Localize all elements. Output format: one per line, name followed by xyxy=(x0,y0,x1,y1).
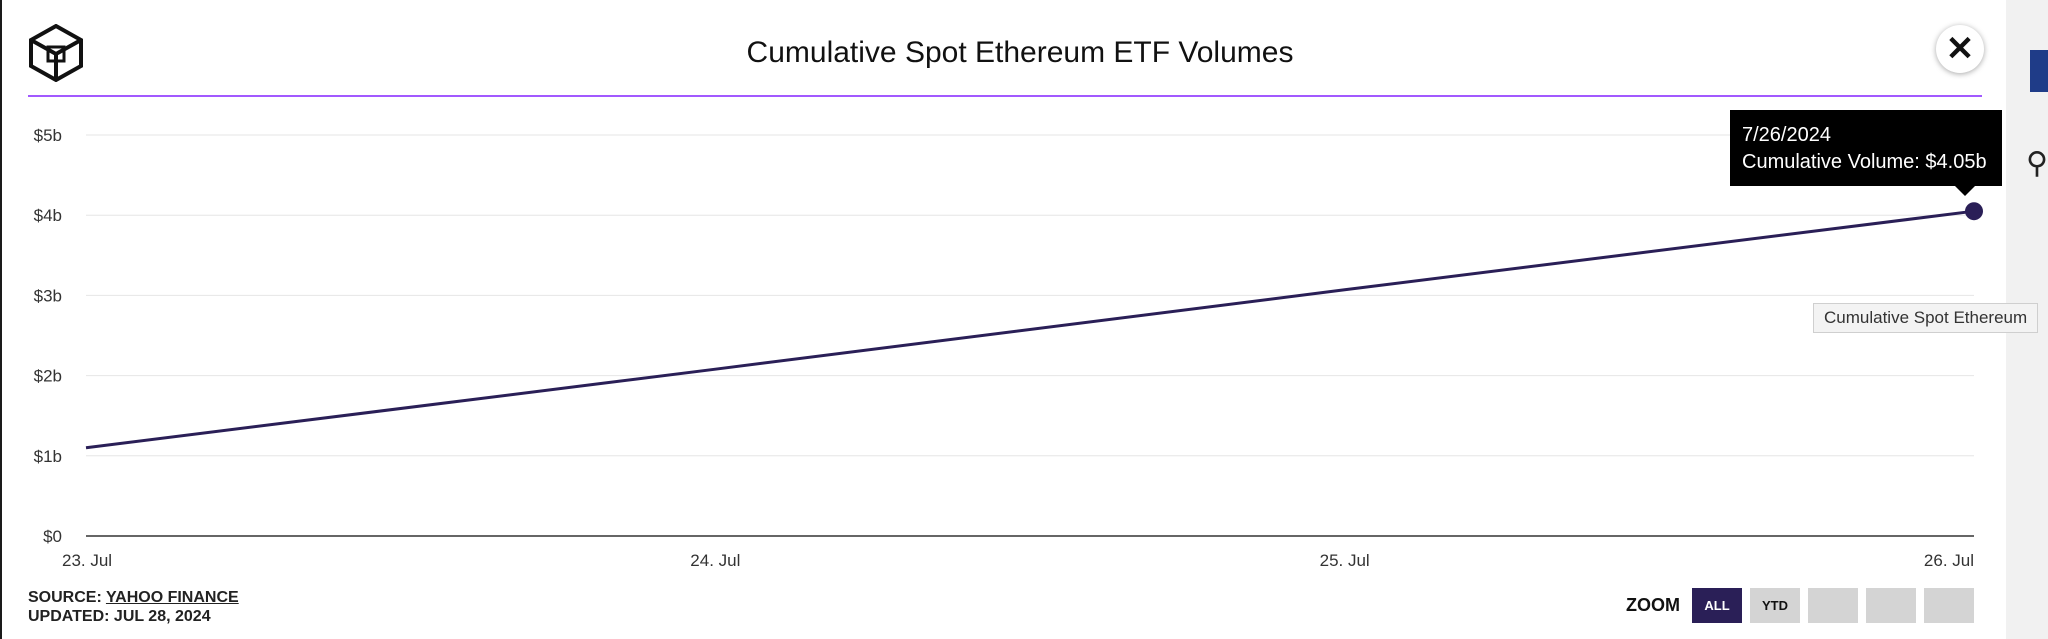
source-info: SOURCE: YAHOO FINANCE UPDATED: JUL 28, 2… xyxy=(28,588,239,626)
zoom-all-button[interactable]: ALL xyxy=(1692,588,1742,623)
y-axis: $0 $1b $2b $3b $4b $5b xyxy=(34,126,62,546)
zoom-controls: ZOOM ALL YTD xyxy=(1626,588,1974,623)
line-chart[interactable]: $0$1b$2b$3b$4b$5b 23. Jul 24. Jul 25. Jul 2… xyxy=(2,0,2008,639)
zoom-option-button[interactable] xyxy=(1808,588,1858,623)
series-layer xyxy=(85,202,1983,450)
series-line xyxy=(85,209,1975,450)
highlighted-point xyxy=(1965,202,1983,221)
close-button[interactable]: ✕ xyxy=(1936,25,1984,73)
title-divider xyxy=(28,95,1982,97)
y-tick-label: $3b xyxy=(34,286,62,305)
x-tick-label: 24. Jul xyxy=(690,551,740,570)
y-tick-label: $2b xyxy=(34,367,62,386)
chart-title: Cumulative Spot Ethereum ETF Volumes xyxy=(746,36,1294,69)
source-link[interactable]: YAHOO FINANCE xyxy=(105,589,239,606)
search-icon[interactable]: ⚲ xyxy=(2026,147,2048,180)
cube-logo-icon xyxy=(29,24,83,82)
data-tooltip: 7/26/2024 Cumulative Volume: $4.05b xyxy=(1730,110,2002,196)
updated-date: UPDATED: JUL 28, 2024 xyxy=(28,608,211,625)
x-tick-label: 25. Jul xyxy=(1320,551,1370,570)
series-tooltip: Cumulative Spot Ethereum xyxy=(1813,303,2039,333)
zoom-label: ZOOM xyxy=(1626,595,1680,615)
y-tick-label: $4b xyxy=(34,206,62,225)
zoom-ytd-button[interactable]: YTD xyxy=(1750,588,1800,623)
x-tick-label: 23. Jul xyxy=(62,551,112,570)
tooltip-value: Cumulative Volume: $4.05b xyxy=(1742,151,1987,173)
gridlines xyxy=(86,134,1974,537)
zoom-option-button[interactable] xyxy=(1866,588,1916,623)
source-prefix: SOURCE: xyxy=(28,589,102,606)
background-page-strip xyxy=(2030,50,2048,92)
chart-modal: Cumulative Spot Ethereum ETF Volumes ✕ $… xyxy=(0,0,2006,639)
close-icon: ✕ xyxy=(1945,30,1975,68)
y-tick-label: $0 xyxy=(43,527,62,546)
x-axis: 23. Jul 24. Jul 25. Jul 26. Jul xyxy=(62,551,1974,570)
x-tick-label: 26. Jul xyxy=(1924,551,1974,570)
zoom-option-button[interactable] xyxy=(1924,588,1974,623)
y-tick-label: $1b xyxy=(34,447,62,466)
y-tick-label: $5b xyxy=(34,126,62,145)
tooltip-date: 7/26/2024 xyxy=(1742,124,1831,146)
source-line: SOURCE: YAHOO FINANCE xyxy=(28,588,239,607)
